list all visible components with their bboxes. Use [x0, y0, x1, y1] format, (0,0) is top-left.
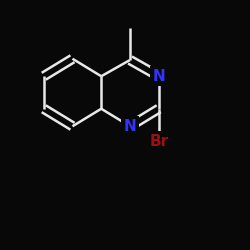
Text: Br: Br: [149, 134, 168, 149]
Text: N: N: [152, 69, 165, 84]
Text: N: N: [124, 119, 136, 134]
